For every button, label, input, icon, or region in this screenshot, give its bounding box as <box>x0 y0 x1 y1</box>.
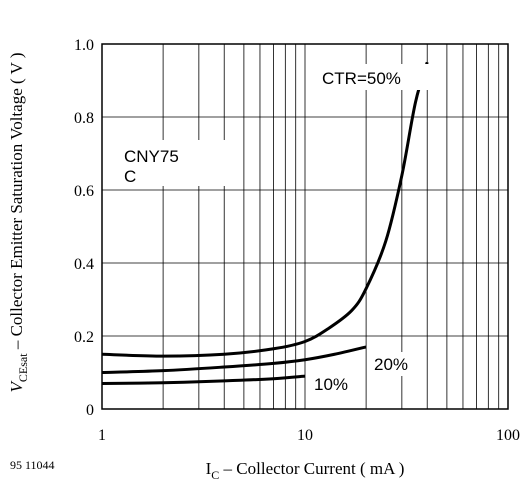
x-tick-label: 100 <box>496 427 520 444</box>
series-label-10-background <box>310 373 362 395</box>
x-axis-label-main: I <box>206 459 212 478</box>
y-axis-label-rest: – Collector Emitter Saturation Voltage (… <box>7 53 26 354</box>
grid <box>102 43 508 410</box>
y-axis-label-sub: CEsat <box>16 353 30 382</box>
curves <box>101 61 429 385</box>
series-label-50: CTR=50% <box>322 69 401 88</box>
series-line-1 <box>101 345 367 374</box>
x-axis-label: IC – Collector Current ( mA ) <box>206 459 405 482</box>
y-tick-label: 0.4 <box>74 256 94 273</box>
y-tick-labels: 0 0.2 0.4 0.6 0.8 1.0 <box>74 37 94 419</box>
series-line-2 <box>101 374 306 385</box>
y-tick-label: 0.2 <box>74 329 94 346</box>
series-label-50-background <box>318 64 432 90</box>
y-axis-label: VCEsat – Collector Emitter Saturation Vo… <box>7 53 30 393</box>
series-label-20: 20% <box>374 355 408 374</box>
figure-id: 95 11044 <box>10 458 55 472</box>
y-tick-label: 1.0 <box>74 37 94 54</box>
series-line-0 <box>101 61 429 358</box>
plot-frame <box>101 43 509 410</box>
x-axis-label-sub: C <box>211 468 219 482</box>
x-tick-label: 1 <box>98 427 106 444</box>
device-label-line1: CNY75 <box>124 147 179 166</box>
series-label-20-background <box>370 352 422 376</box>
y-tick-label: 0.8 <box>74 110 94 127</box>
y-tick-label: 0.6 <box>74 183 94 200</box>
x-axis-label-rest: – Collector Current ( mA ) <box>219 459 404 478</box>
device-label-background <box>117 140 229 186</box>
x-tick-label: 10 <box>297 427 313 444</box>
series-label-10: 10% <box>314 375 348 394</box>
device-label-line2: C <box>124 167 136 186</box>
y-tick-label: 0 <box>86 402 94 419</box>
x-tick-labels: 1 10 100 <box>98 427 520 444</box>
y-axis-label-main: V <box>7 379 26 392</box>
